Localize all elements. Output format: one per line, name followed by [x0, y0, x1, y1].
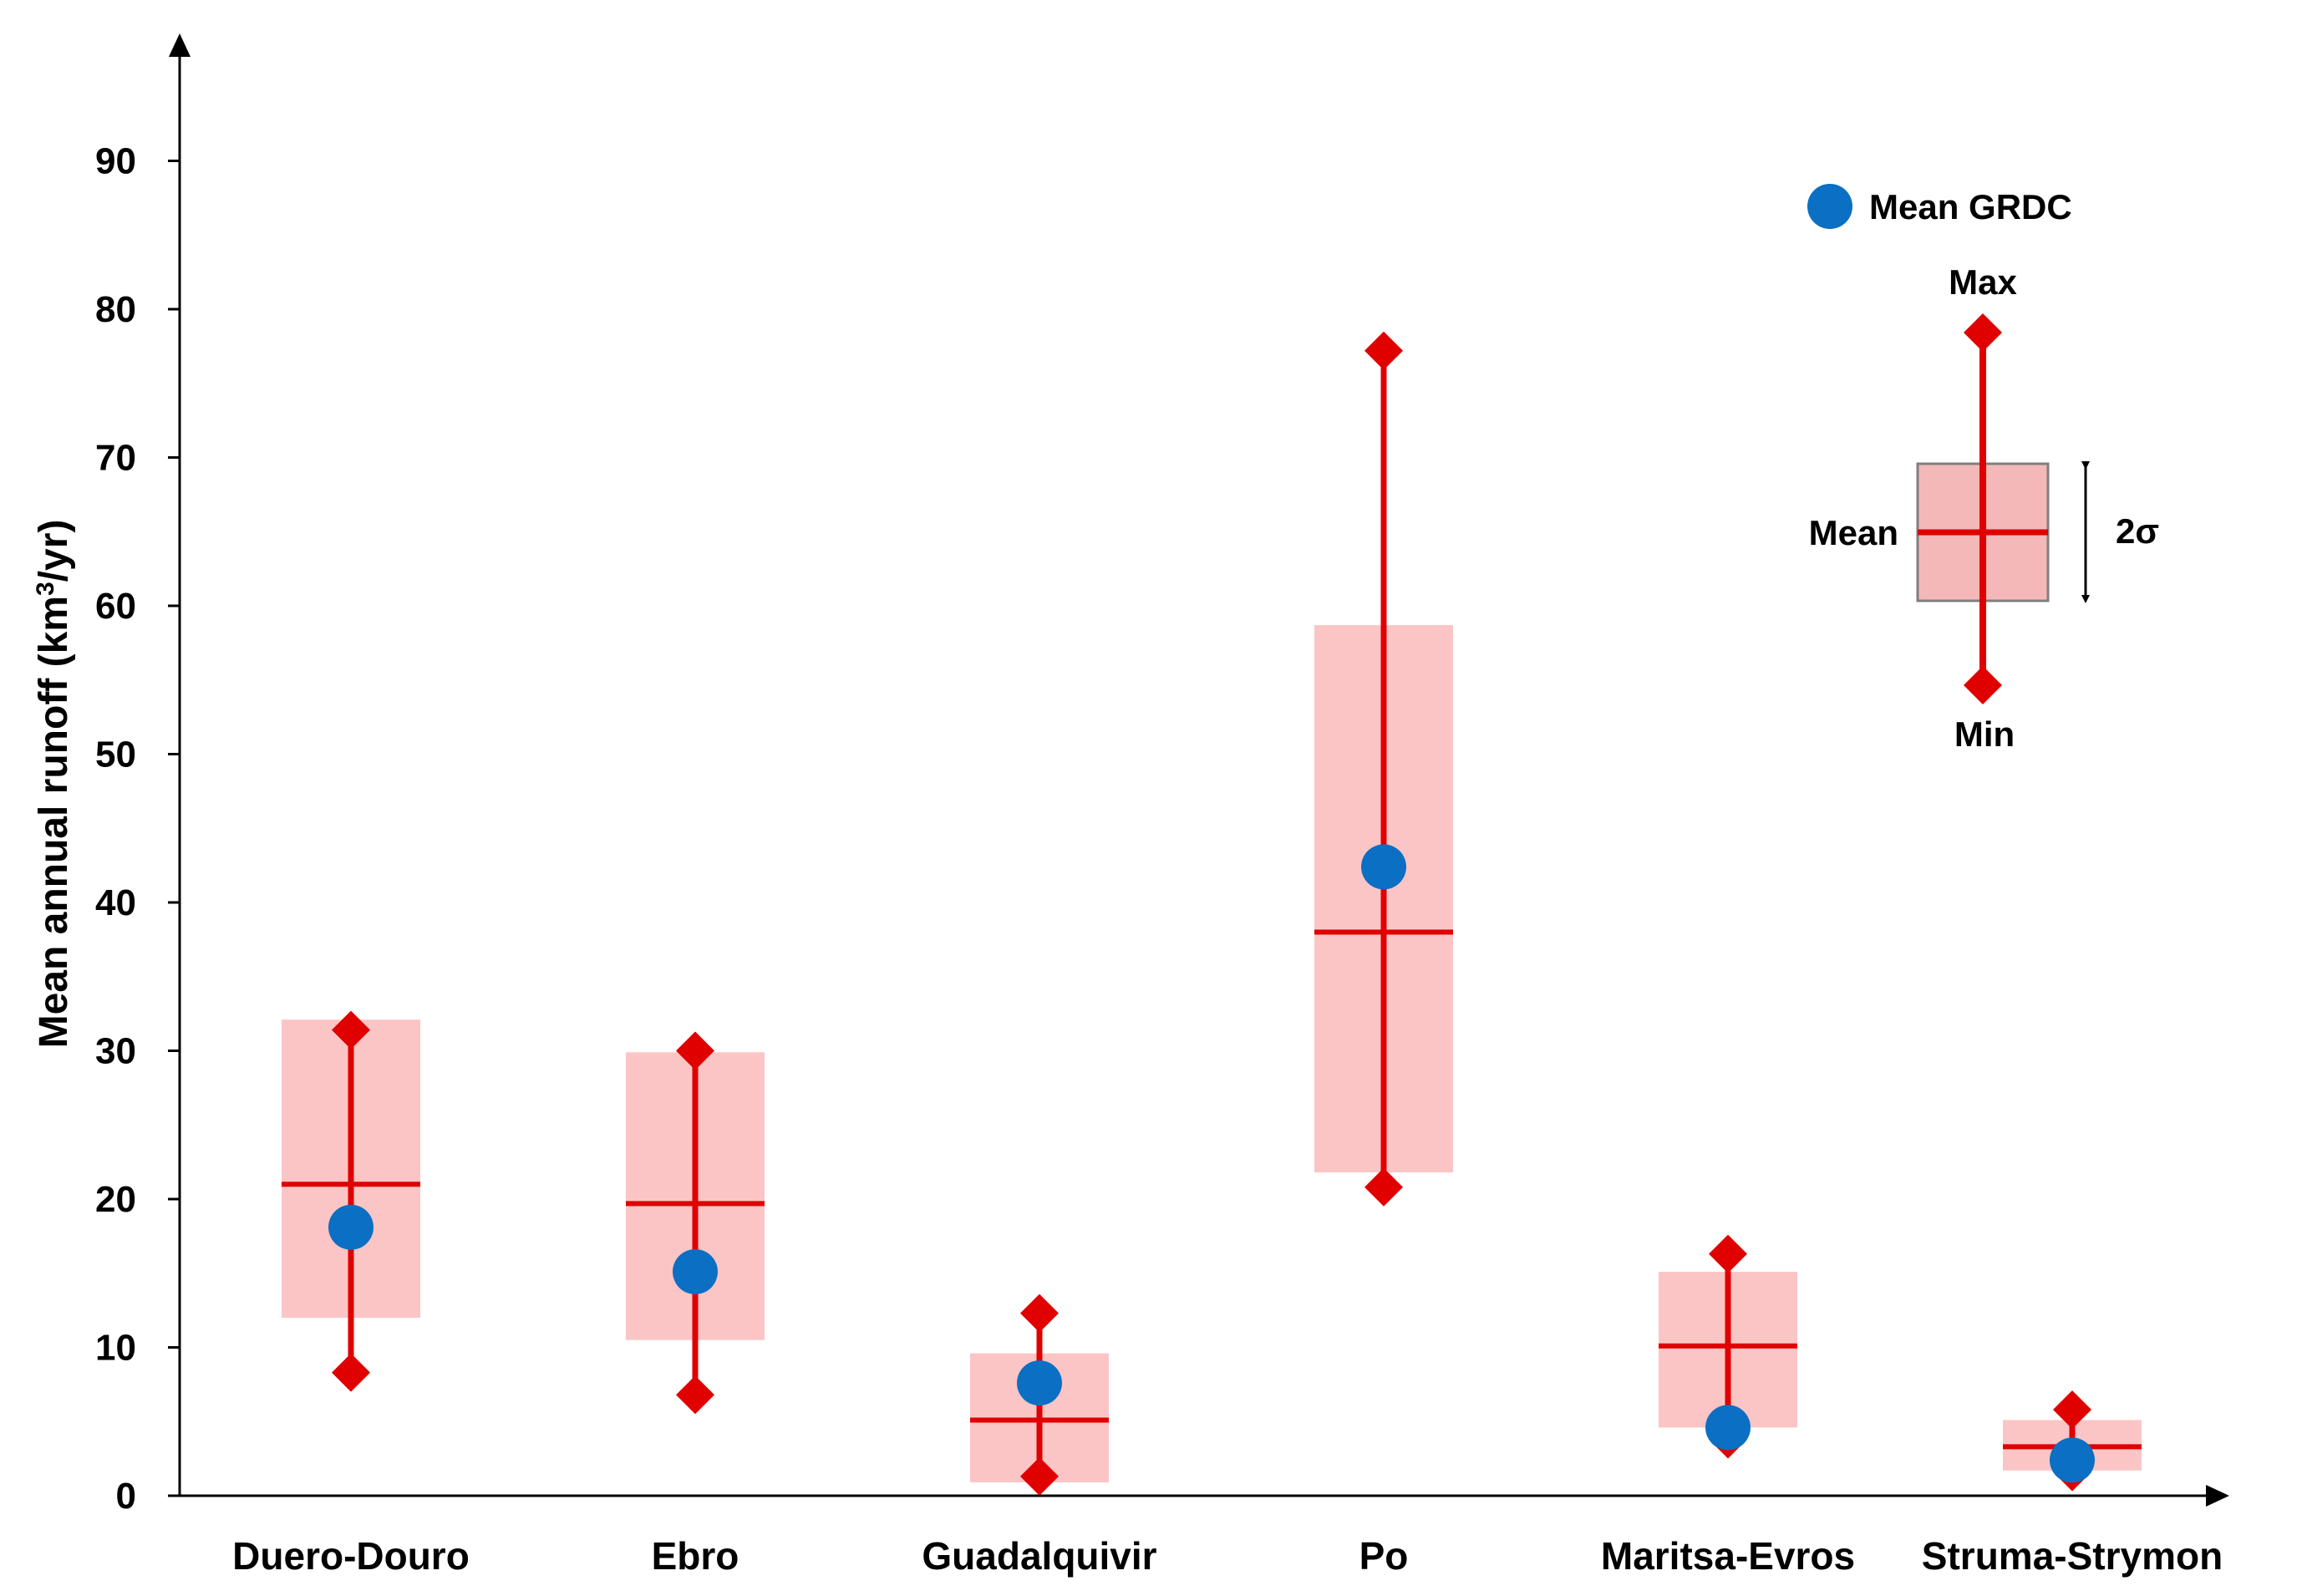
y-tick-label-70: 70 [95, 438, 136, 479]
min-marker-guadalquivir [1020, 1456, 1059, 1496]
max-marker-duero-douro [332, 1010, 370, 1050]
legend-mean-label: Mean [1809, 513, 1898, 552]
axes [169, 33, 2229, 1507]
max-marker-guadalquivir [1020, 1294, 1059, 1333]
x-axis-arrow [2206, 1485, 2229, 1507]
legend-min-label: Min [1954, 714, 2015, 754]
y-tick-label-20: 20 [95, 1179, 136, 1220]
legend-max-label: Max [1949, 262, 2017, 302]
legend-min-marker [1964, 666, 2002, 704]
grdc-point-ebro [673, 1248, 718, 1294]
grdc-point-struma-strymon [2050, 1437, 2095, 1483]
max-marker-po [1364, 331, 1403, 370]
category-po [1314, 331, 1453, 1207]
x-label-duero-douro: Duero-Douro [232, 1534, 470, 1578]
legend-sigma-label: 2σ [2116, 511, 2159, 551]
y-tick-label-0: 0 [116, 1476, 136, 1517]
y-tick-label-10: 10 [95, 1328, 136, 1369]
category-duero-douro [282, 1010, 420, 1392]
y-axis-arrow [169, 33, 191, 57]
x-label-guadalquivir: Guadalquivir [922, 1534, 1156, 1578]
y-tick-label-90: 90 [95, 141, 136, 182]
legend: Mean GRDC Max Min Mean 2σ [1807, 184, 2159, 754]
max-marker-struma-strymon [2053, 1390, 2091, 1430]
grdc-point-po [1361, 844, 1406, 890]
x-label-maritsa-evros: Maritsa-Evros [1601, 1534, 1855, 1578]
min-marker-ebro [676, 1375, 714, 1415]
category-maritsa-evros [1659, 1234, 1797, 1459]
min-marker-duero-douro [332, 1353, 370, 1392]
legend-grdc-label: Mean GRDC [1869, 187, 2072, 226]
x-label-po: Po [1359, 1534, 1409, 1578]
legend-grdc-marker [1807, 184, 1852, 229]
y-tick-label-30: 30 [95, 1031, 136, 1072]
max-marker-maritsa-evros [1709, 1234, 1747, 1273]
max-marker-ebro [676, 1031, 714, 1070]
category-struma-strymon [2003, 1390, 2142, 1492]
x-label-ebro: Ebro [652, 1534, 739, 1578]
x-tick-labels: Duero-Douro Ebro Guadalquivir Po Maritsa-Evr… [232, 1534, 2223, 1578]
y-axis-title: Mean annual runoff (km3/yr) [32, 520, 77, 1049]
plot-area [282, 331, 2142, 1496]
legend-max-marker [1964, 313, 2002, 352]
grdc-point-maritsa-evros [1705, 1405, 1751, 1451]
y-tick-label-50: 50 [95, 734, 136, 775]
x-label-struma-strymon: Struma-Strymon [1922, 1534, 2223, 1578]
category-guadalquivir [970, 1294, 1109, 1496]
min-marker-po [1364, 1167, 1403, 1207]
y-tick-label-60: 60 [95, 586, 136, 627]
category-ebro [626, 1031, 765, 1415]
grdc-point-guadalquivir [1017, 1360, 1062, 1406]
y-tick-label-80: 80 [95, 289, 136, 330]
grdc-point-duero-douro [328, 1204, 374, 1250]
y-ticks: 0 10 20 30 40 50 60 70 80 90 [95, 141, 180, 1517]
y-tick-label-40: 40 [95, 882, 136, 923]
